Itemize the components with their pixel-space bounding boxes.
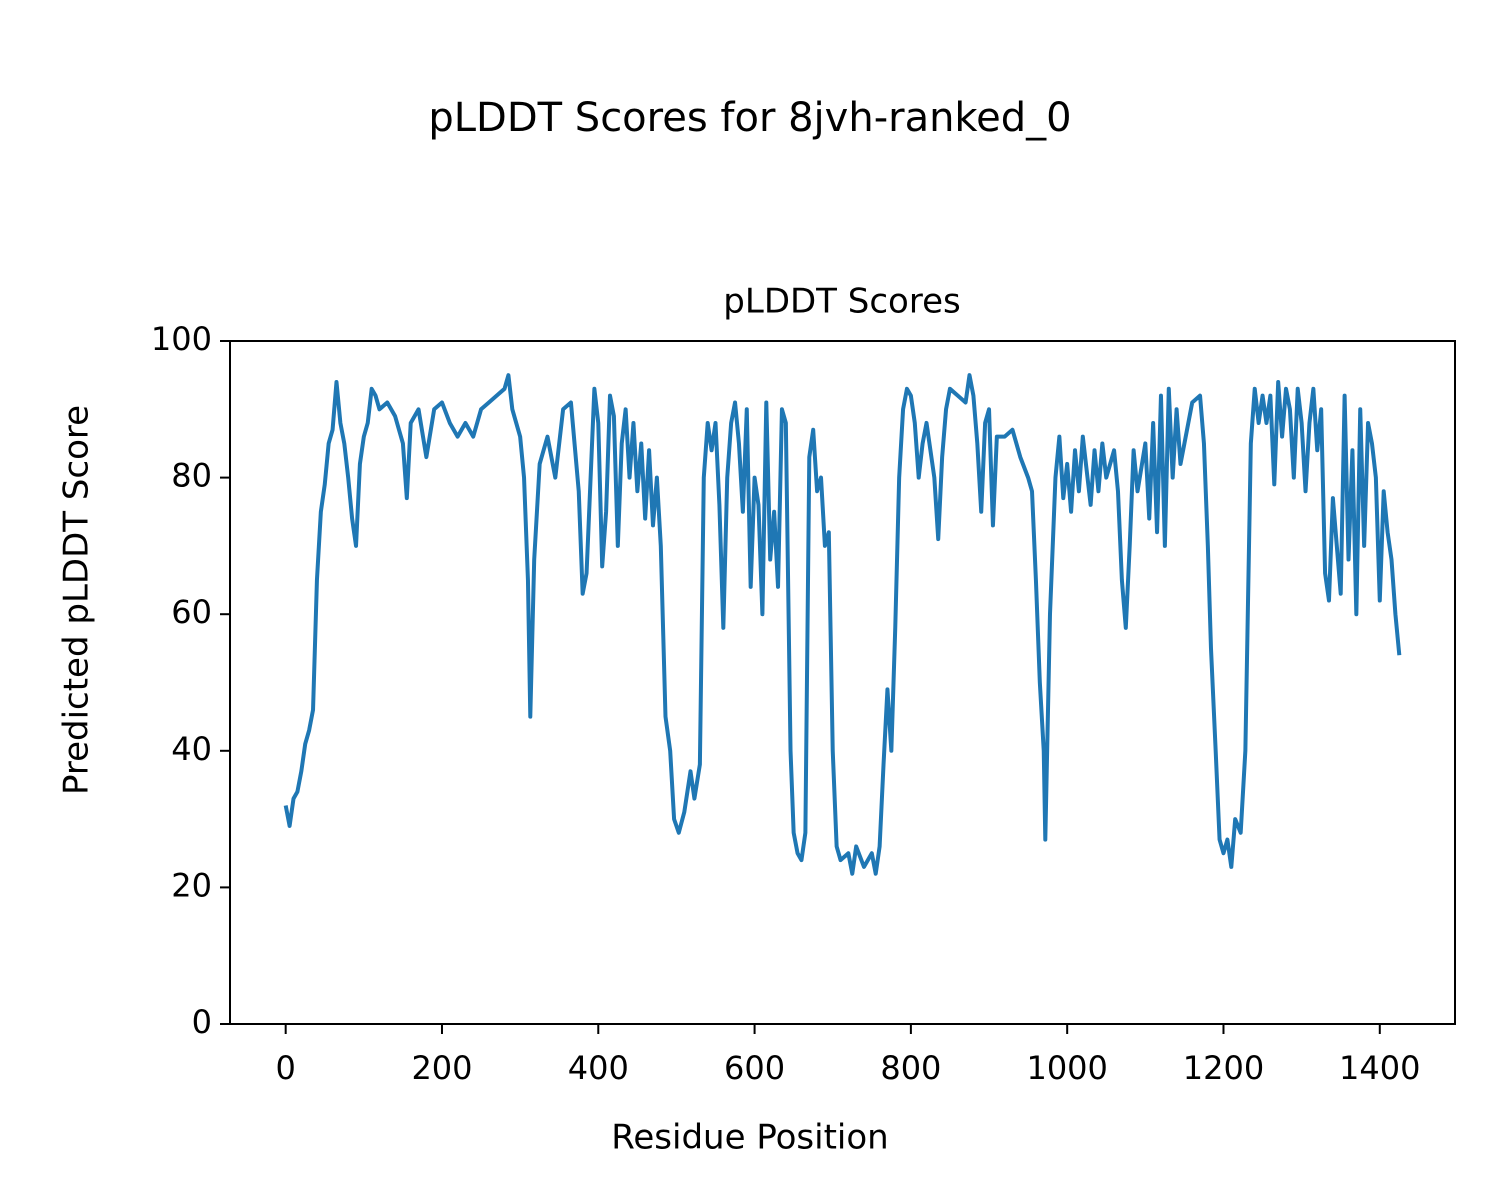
x-axis-label: Residue Position: [611, 1118, 888, 1158]
x-tick-label: 0: [276, 1049, 296, 1087]
x-tick-label: 400: [568, 1049, 629, 1087]
x-tick-label: 1000: [1026, 1049, 1107, 1087]
y-tick-label: 40: [171, 730, 212, 768]
score-line: [283, 373, 1402, 876]
x-tick-label: 600: [724, 1049, 785, 1087]
x-tick-label: 1400: [1339, 1049, 1420, 1087]
y-tick-label: 100: [151, 320, 212, 358]
x-tick-label: 200: [411, 1049, 472, 1087]
y-tick-label: 20: [171, 866, 212, 904]
axes-title: pLDDT Scores: [723, 282, 960, 322]
y-tick-label: 80: [171, 457, 212, 495]
y-tick-label: 60: [171, 593, 212, 631]
x-tick-label: 1200: [1183, 1049, 1264, 1087]
chart-title: pLDDT Scores for 8jvh-ranked_0: [428, 95, 1071, 141]
axes-frame: [229, 340, 1456, 1025]
y-axis-label: Predicted pLDDT Score: [57, 405, 97, 795]
x-tick-label: 800: [880, 1049, 941, 1087]
y-tick-label: 0: [192, 1003, 212, 1041]
